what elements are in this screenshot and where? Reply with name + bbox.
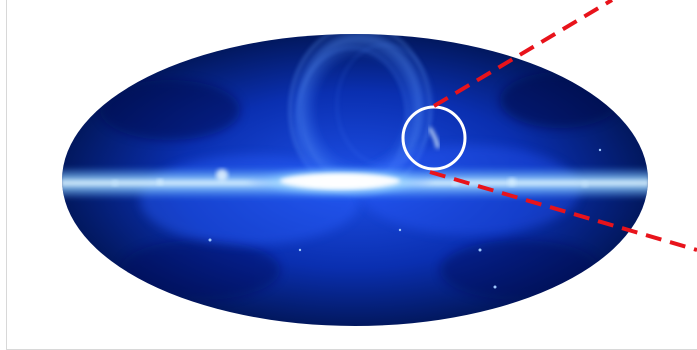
zoom-line-lower [429, 170, 697, 252]
sky-features [62, 34, 648, 300]
region-marker-circle [401, 105, 467, 171]
zoom-line-upper [432, 0, 614, 108]
frame-left-border [6, 0, 7, 350]
